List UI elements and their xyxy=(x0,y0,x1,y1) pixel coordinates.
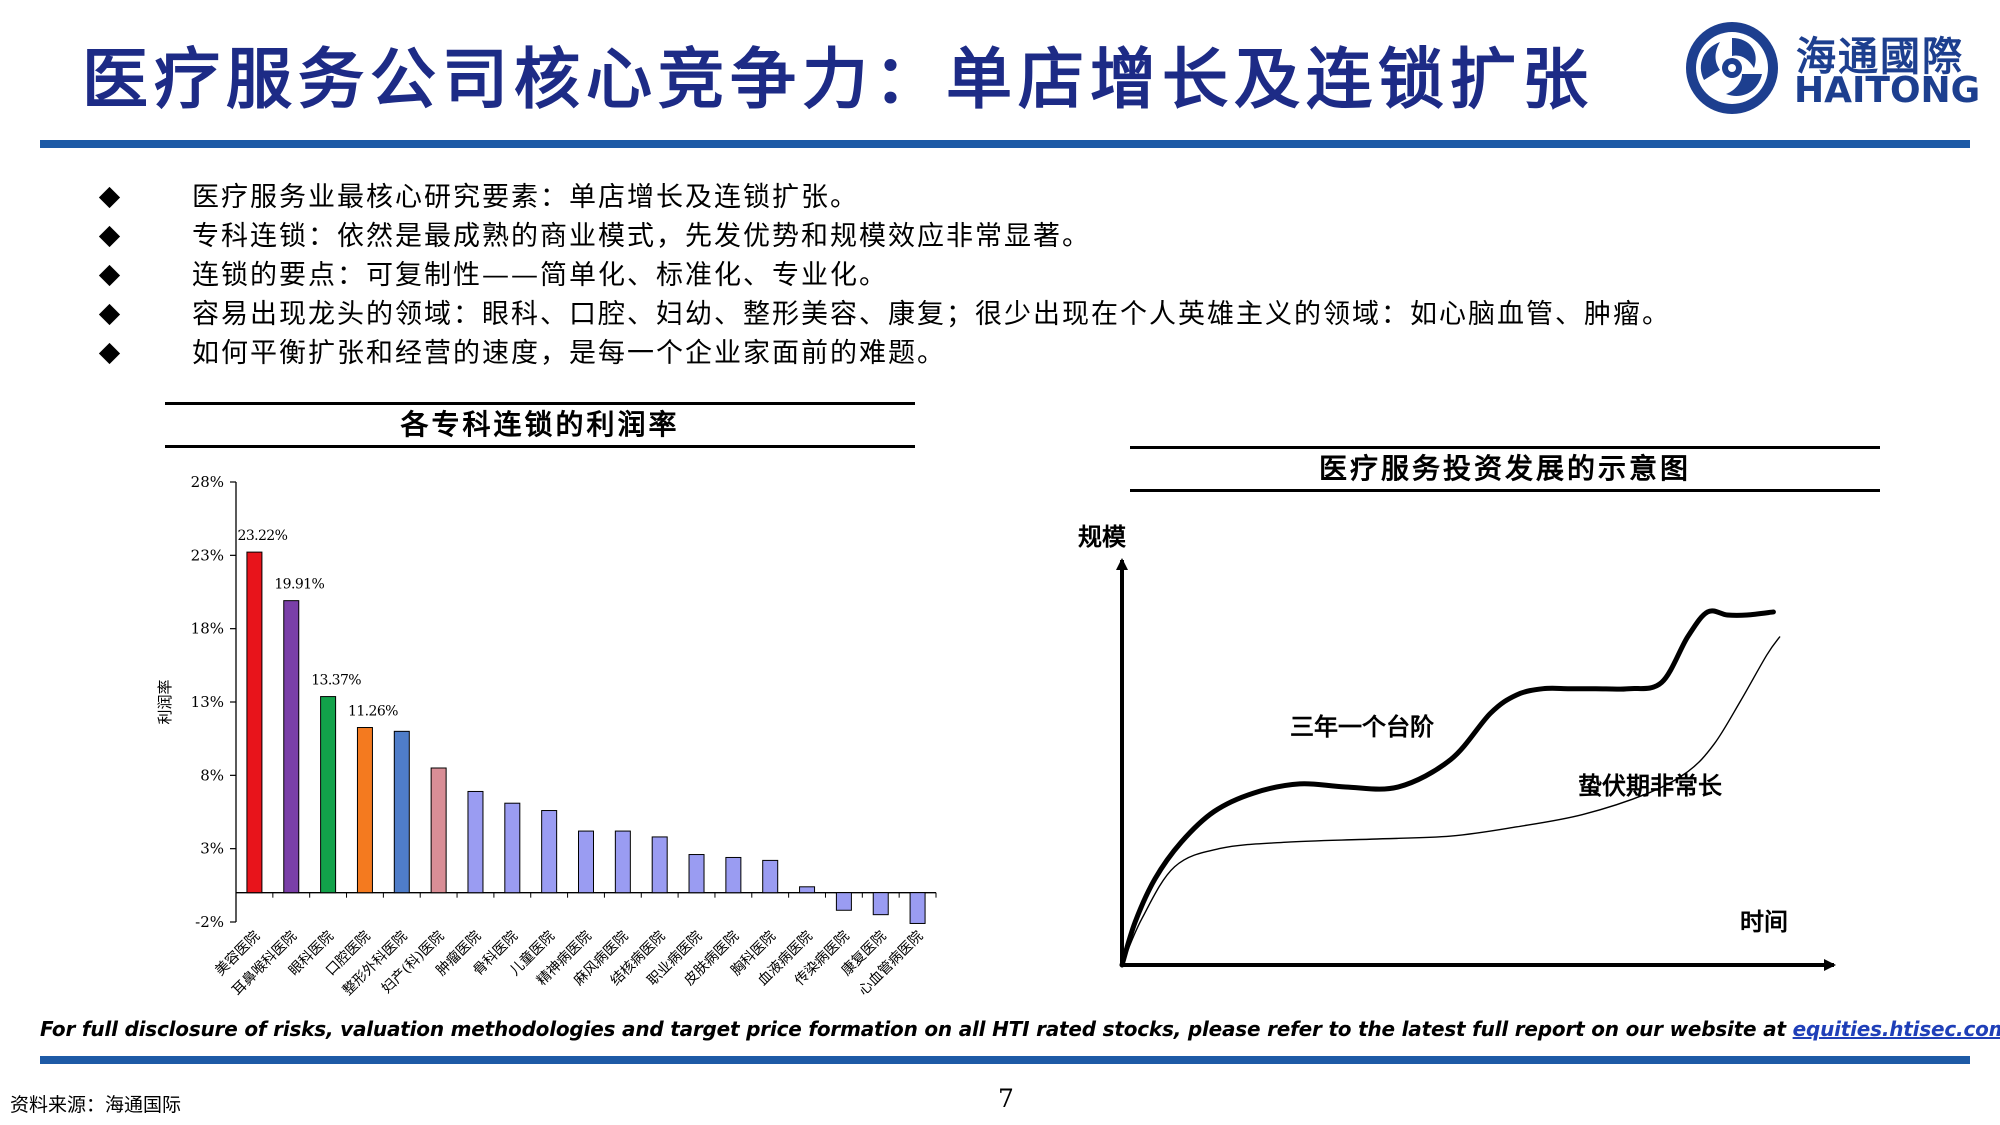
annotation-step-growth: 三年一个台阶 xyxy=(1290,713,1434,741)
bullet-text: 如何平衡扩张和经营的速度，是每一个企业家面前的难题。 xyxy=(192,338,946,369)
y-tick-label: 23% xyxy=(191,546,224,564)
bar xyxy=(762,859,779,894)
y-tick-label: 18% xyxy=(191,620,224,638)
bar xyxy=(393,730,410,894)
bar xyxy=(246,551,263,894)
website-link[interactable]: equities.htisec.com xyxy=(1792,1017,2000,1041)
diamond-bullet-icon xyxy=(98,225,121,248)
bar xyxy=(356,727,373,894)
bar xyxy=(909,892,926,924)
y-tick-label: 8% xyxy=(200,766,224,784)
bar-data-label: 19.91% xyxy=(274,577,324,593)
bar xyxy=(651,836,668,894)
haitong-emblem-icon xyxy=(1686,22,1778,114)
bar xyxy=(835,892,852,911)
bar xyxy=(541,810,558,894)
series-line-step-growth xyxy=(1119,608,1776,968)
bar xyxy=(725,856,742,894)
bar xyxy=(688,854,705,894)
bar xyxy=(283,600,300,894)
profit-margin-bar-chart: -2%3%8%13%18%23%28%利润率23.22%美容医院19.91%耳鼻… xyxy=(156,473,937,999)
bar xyxy=(430,767,447,894)
y-tick-label: 13% xyxy=(191,693,224,711)
bullet-text: 医疗服务业最核心研究要素：单店增长及连锁扩张。 xyxy=(192,182,859,213)
bar xyxy=(614,830,631,894)
bar xyxy=(320,696,337,894)
y-tick-label: 3% xyxy=(200,840,224,858)
disclaimer: For full disclosure of risks, valuation … xyxy=(40,1017,2000,1041)
logo-name-cn: 海通國際 xyxy=(1796,34,1964,80)
y-axis-label: 利润率 xyxy=(156,679,174,724)
diamond-bullet-icon xyxy=(98,186,121,209)
bar xyxy=(872,892,889,916)
bar-chart-title: 各专科连锁的利润率 xyxy=(165,402,915,448)
bar xyxy=(504,802,521,894)
bullet-text: 连锁的要点：可复制性——简单化、标准化、专业化。 xyxy=(192,260,888,291)
bar xyxy=(799,886,816,894)
diamond-bullet-icon xyxy=(98,264,121,287)
diamond-bullet-icon xyxy=(98,342,121,365)
footer-rule xyxy=(40,1056,1970,1064)
x-axis-label: 时间 xyxy=(1740,908,1788,936)
bullet-text: 专科连锁：依然是最成熟的商业模式，先发优势和规模效应非常显著。 xyxy=(192,221,1091,252)
diamond-bullet-icon xyxy=(98,303,121,326)
header-rule xyxy=(40,140,1970,148)
y-tick-label: 28% xyxy=(191,473,224,491)
disclaimer-text: For full disclosure of risks, valuation … xyxy=(40,1017,1786,1041)
page-number: 7 xyxy=(998,1084,1014,1113)
bullet-text: 容易出现龙头的领域：眼科、口腔、妇幼、整形美容、康复；很少出现在个人英雄主义的领… xyxy=(192,299,1671,330)
bar-data-label: 13.37% xyxy=(311,673,361,689)
annotation-slow-growth: 蛰伏期非常长 xyxy=(1578,772,1723,800)
page-title: 医疗服务公司核心竞争力：单店增长及连锁扩张 xyxy=(82,41,1594,118)
logo-name-en: HAITONG xyxy=(1794,70,1981,111)
bar xyxy=(467,790,484,894)
bar-data-label: 11.26% xyxy=(348,704,398,720)
bar xyxy=(578,830,594,894)
y-axis-label: 规模 xyxy=(1078,523,1127,551)
diagram-title: 医疗服务投资发展的示意图 xyxy=(1130,446,1880,492)
y-tick-label: -2% xyxy=(195,913,224,931)
haitong-logo: 海通國際 HAITONG xyxy=(1680,18,1980,118)
bar-data-label: 23.22% xyxy=(238,528,288,544)
series-line-slow-growth xyxy=(1121,636,1781,966)
source-note: 资料来源：海通国际 xyxy=(10,1094,182,1116)
